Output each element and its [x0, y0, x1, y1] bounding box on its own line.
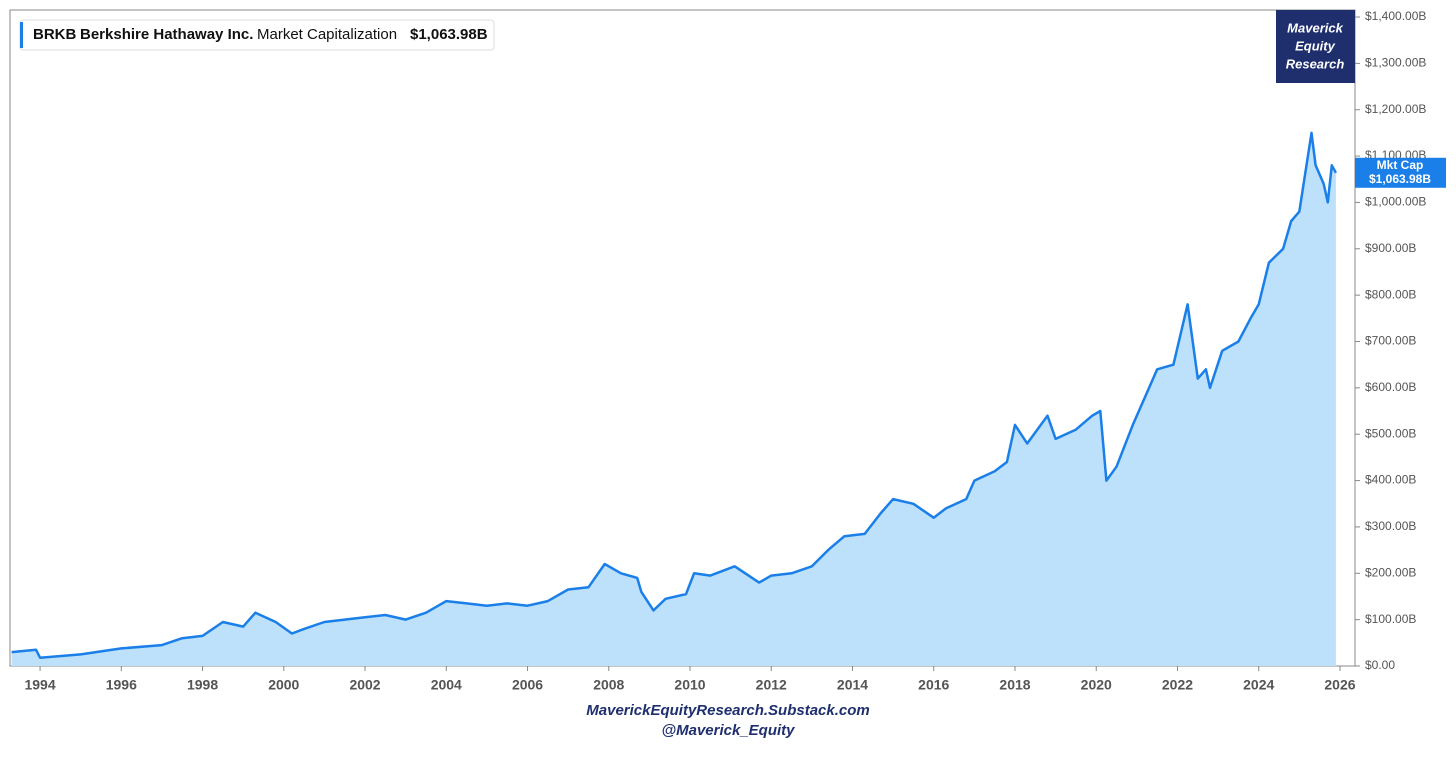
ticker: BRKB — [33, 26, 76, 43]
x-tick-label: 1994 — [24, 677, 55, 693]
y-tick-label: $600.00B — [1365, 380, 1416, 394]
y-tick-label: $200.00B — [1365, 565, 1416, 579]
logo-text: Research — [1286, 56, 1345, 71]
x-tick-label: 2000 — [268, 677, 299, 693]
x-tick-label: 2010 — [674, 677, 705, 693]
x-tick-label: 2020 — [1081, 677, 1112, 693]
y-tick-label: $0.00 — [1365, 658, 1395, 672]
x-tick-label: 1996 — [106, 677, 137, 693]
logo-text: Maverick — [1287, 20, 1343, 35]
y-tick-label: $500.00B — [1365, 426, 1416, 440]
y-tick-label: $1,000.00B — [1365, 195, 1426, 209]
footer-text: @Maverick_Equity — [661, 722, 795, 739]
company: Berkshire Hathaway Inc. — [80, 26, 253, 43]
logo-text: Equity — [1295, 38, 1335, 53]
y-tick-label: $1,300.00B — [1365, 56, 1426, 70]
y-tick-label: $300.00B — [1365, 519, 1416, 533]
x-tick-label: 2022 — [1162, 677, 1193, 693]
line — [11, 131, 1337, 659]
x-tick-label: 2002 — [349, 677, 380, 693]
x-tick-label: 2006 — [512, 677, 543, 693]
x-tick-label: 2024 — [1243, 677, 1274, 693]
x-tick-label: 1998 — [187, 677, 218, 693]
x-tick-label: 2026 — [1324, 677, 1355, 693]
current-value: $1,063.98B — [410, 26, 488, 43]
logo-box — [1276, 10, 1355, 83]
series-name: Market Capitalization — [257, 26, 397, 43]
badge-title: Mkt Cap — [1377, 158, 1424, 172]
y-tick-label: $1,200.00B — [1365, 102, 1426, 116]
y-tick-label: $800.00B — [1365, 287, 1416, 301]
x-tick-label: 2008 — [593, 677, 624, 693]
value-badge — [1355, 157, 1446, 188]
x-tick-label: 2014 — [837, 677, 868, 693]
footer-text: MaverickEquityResearch.Substack.com — [586, 702, 869, 719]
y-tick-label: $900.00B — [1365, 241, 1416, 255]
x-tick-label: 2004 — [431, 677, 462, 693]
y-tick-label: $700.00B — [1365, 334, 1416, 348]
badge-value: $1,063.98B — [1369, 172, 1431, 186]
x-tick-label: 2016 — [918, 677, 949, 693]
plot — [11, 131, 1337, 666]
y-tick-label: $400.00B — [1365, 473, 1416, 487]
area — [11, 132, 1336, 666]
y-tick-label: $1,400.00B — [1365, 9, 1426, 23]
legend-accent — [20, 22, 23, 48]
y-tick-label: $100.00B — [1365, 612, 1416, 626]
x-tick-label: 2018 — [999, 677, 1030, 693]
x-tick-label: 2012 — [756, 677, 787, 693]
